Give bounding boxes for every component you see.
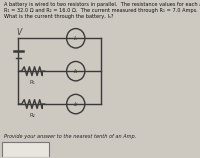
Text: Provide your answer to the nearest tenth of an Amp.: Provide your answer to the nearest tenth… bbox=[4, 134, 136, 139]
Text: I₂: I₂ bbox=[74, 102, 78, 106]
Text: Iₛ: Iₛ bbox=[74, 36, 78, 41]
Text: R₂: R₂ bbox=[29, 113, 35, 118]
Text: V: V bbox=[16, 28, 22, 37]
Text: A battery is wired to two resistors in parallel.  The resistance values for each: A battery is wired to two resistors in p… bbox=[4, 2, 200, 19]
FancyBboxPatch shape bbox=[2, 142, 49, 157]
Text: R₁: R₁ bbox=[29, 80, 35, 85]
Text: I₁: I₁ bbox=[74, 69, 78, 74]
